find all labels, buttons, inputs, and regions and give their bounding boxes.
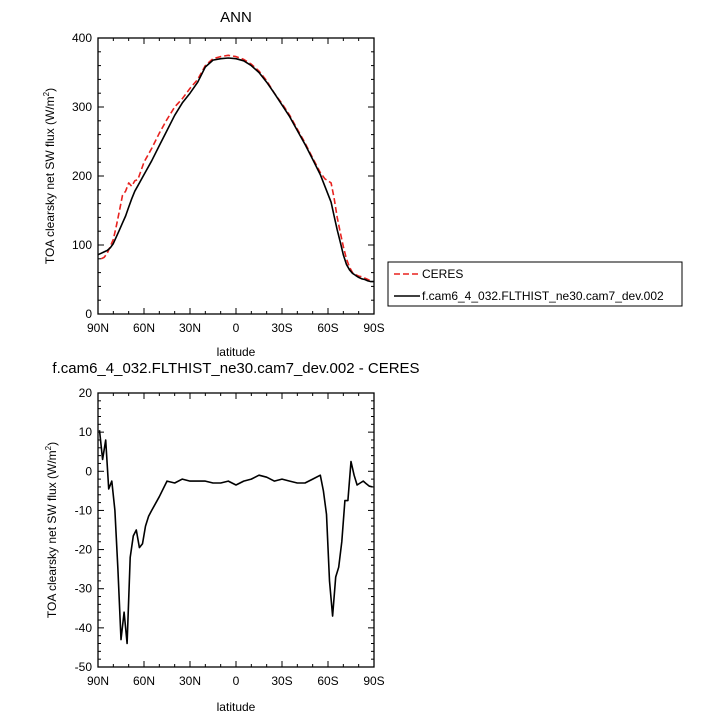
top-panel: ANN TOA clearsky net SW flux (W/m2) lati… (42, 9, 385, 359)
bottom-ylabel: TOA clearsky net SW flux (W/m2) (44, 442, 59, 618)
bottom-ytick-label: -20 (75, 543, 93, 557)
top-xlabel: latitude (217, 345, 256, 359)
top-ytick-label: 300 (72, 100, 92, 114)
bottom-ytick-label: 0 (85, 464, 92, 478)
bottom-xtick-label: 0 (233, 674, 240, 688)
bottom-ytick-label: -40 (75, 621, 93, 635)
legend-box (387, 261, 683, 307)
bottom-series-line-difference (98, 430, 373, 645)
bottom-xtick-label: 60S (317, 674, 338, 688)
top-xtick-label: 90N (87, 321, 109, 335)
bottom-title: f.cam6_4_032.FLTHIST_ne30.cam7_dev.002 -… (52, 360, 419, 377)
top-xtick-label: 0 (233, 321, 240, 335)
top-xtick-label: 90S (363, 321, 384, 335)
top-series-line-ceres (100, 54, 372, 282)
top-series-line-model (97, 57, 374, 283)
bottom-plot-frame (97, 392, 375, 668)
top-ytick-label: 400 (72, 31, 92, 45)
legend: CERES f.cam6_4_032.FLTHIST_ne30.cam7_dev… (387, 261, 683, 307)
bottom-series-lines (98, 430, 373, 645)
legend-label-ceres: CERES (422, 267, 463, 281)
top-title: ANN (220, 9, 252, 26)
bottom-ytick-label: -30 (75, 582, 93, 596)
legend-label-model: f.cam6_4_032.FLTHIST_ne30.cam7_dev.002 (422, 289, 664, 303)
bottom-xlabel: latitude (217, 700, 256, 714)
top-xtick-label: 30N (179, 321, 201, 335)
top-xtick-label: 60S (317, 321, 338, 335)
bottom-ytick-label: -50 (75, 660, 93, 674)
top-plot-frame (97, 37, 375, 315)
top-tick-labels: 90N 60N 30N 0 30S 60S 90S 0 100 200 300 400 (72, 31, 385, 335)
bottom-ytick-label: 10 (79, 425, 93, 439)
top-xtick-label: 60N (133, 321, 155, 335)
bottom-xtick-label: 60N (133, 674, 155, 688)
top-ylabel: TOA clearsky net SW flux (W/m2) (42, 88, 57, 264)
bottom-tick-labels: 90N 60N 30N 0 30S 60S 90S -50 -40 -30 -20 -10 0 10 20 (75, 386, 385, 688)
top-ytick-label: 0 (85, 307, 92, 321)
bottom-xtick-label: 30N (179, 674, 201, 688)
top-series-lines (97, 54, 374, 283)
bottom-ticks (97, 392, 375, 668)
top-ytick-label: 200 (72, 169, 92, 183)
bottom-xtick-label: 90N (87, 674, 109, 688)
top-ytick-label: 100 (72, 238, 92, 252)
bottom-ytick-label: 20 (79, 386, 93, 400)
bottom-xtick-label: 30S (271, 674, 292, 688)
top-xtick-label: 30S (271, 321, 292, 335)
bottom-xtick-label: 90S (363, 674, 384, 688)
bottom-ytick-label: -10 (75, 503, 93, 517)
bottom-panel: f.cam6_4_032.FLTHIST_ne30.cam7_dev.002 -… (44, 360, 420, 714)
